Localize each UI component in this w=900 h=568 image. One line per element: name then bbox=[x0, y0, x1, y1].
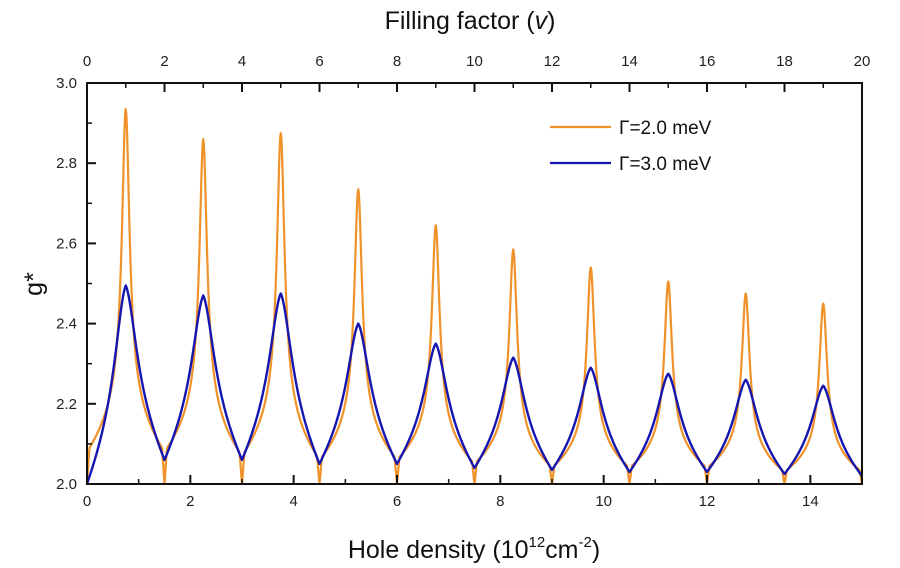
x-tick-label: 10 bbox=[595, 493, 612, 510]
axis-ticks bbox=[86, 82, 863, 485]
y-tick-label: 2.2 bbox=[56, 396, 77, 413]
x-tick-label: 6 bbox=[393, 493, 401, 510]
y-tick-label: 2.4 bbox=[56, 316, 77, 333]
x-tick-label: 8 bbox=[496, 493, 504, 510]
tick-labels: 0 2 4 6 8 10 12 14 0 2 4 6 8 10 12 14 16 18 20 2.0 2.2 2.4 2.6… bbox=[56, 53, 870, 510]
top-x-tick-label: 18 bbox=[776, 53, 793, 70]
y-tick-label: 3.0 bbox=[56, 75, 77, 92]
series-line-2 bbox=[85, 284, 863, 485]
curves bbox=[85, 107, 864, 486]
top-x-tick-label: 10 bbox=[466, 53, 483, 70]
top-x-tick-label: 2 bbox=[160, 53, 168, 70]
x-tick-label: 12 bbox=[699, 493, 716, 510]
y-tick-label: 2.6 bbox=[56, 235, 77, 252]
y-tick-label: 2.8 bbox=[56, 155, 77, 172]
x-tick-label: 14 bbox=[802, 493, 819, 510]
legend-label-2: Γ=3.0 meV bbox=[619, 154, 712, 175]
y-axis-title: g* bbox=[20, 272, 48, 296]
top-x-tick-label: 14 bbox=[621, 53, 638, 70]
y-tick-label: 2.0 bbox=[56, 476, 77, 493]
top-axis-title: Filling factor (v) bbox=[385, 7, 556, 35]
legend-label-1: Γ=2.0 meV bbox=[619, 118, 712, 139]
top-x-tick-label: 16 bbox=[699, 53, 716, 70]
top-x-tick-label: 4 bbox=[238, 53, 246, 70]
x-axis-title: Hole density (1012cm-2) bbox=[348, 534, 600, 564]
legend: Γ=2.0 meV Γ=3.0 meV bbox=[550, 118, 712, 175]
top-x-tick-label: 12 bbox=[544, 53, 561, 70]
top-x-tick-label: 8 bbox=[393, 53, 401, 70]
x-tick-label: 2 bbox=[186, 493, 194, 510]
x-tick-label: 0 bbox=[83, 493, 91, 510]
top-x-tick-label: 0 bbox=[83, 53, 91, 70]
top-x-tick-label: 6 bbox=[315, 53, 323, 70]
x-tick-label: 4 bbox=[289, 493, 297, 510]
top-x-tick-label: 20 bbox=[854, 53, 871, 70]
